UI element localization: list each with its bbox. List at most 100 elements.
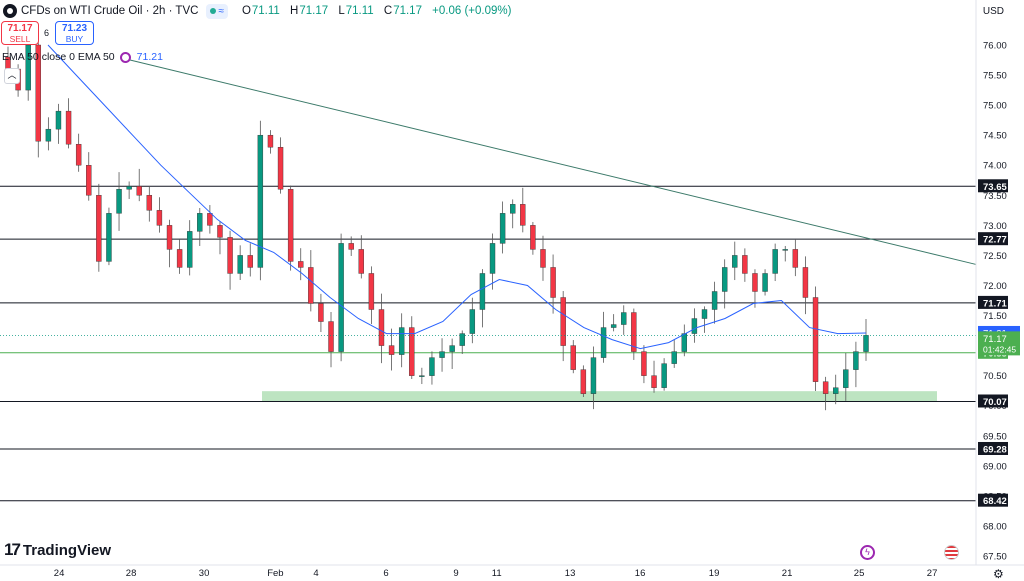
time-tick-label-2: 30 [199, 568, 210, 579]
candle-body-17 [176, 249, 183, 268]
level-label-bg-5 [978, 441, 1008, 455]
close-value: 71.17 [393, 5, 422, 17]
candle-body-70 [711, 291, 718, 310]
high-label: H [290, 5, 299, 17]
candle-body-16 [166, 225, 173, 250]
price-tick-label-4: 69.50 [983, 431, 1007, 442]
currency-label[interactable]: USD [982, 6, 1004, 17]
price-tick-label-14: 74.50 [983, 131, 1007, 142]
candle-body-64 [651, 375, 657, 388]
gear-icon[interactable]: ⚙ [993, 567, 1004, 581]
candle-body-45 [459, 333, 465, 346]
sell-button[interactable]: 71.17 SELL [1, 21, 39, 45]
candle-body-43 [439, 351, 445, 358]
candle-body-22 [227, 237, 233, 274]
candle-body-79 [802, 267, 809, 298]
level-label-0: 73.65 [983, 182, 1007, 193]
change-value: +0.06 (+0.09%) [432, 5, 512, 17]
ema-legend[interactable]: EMA 50 close 0 EMA 50 71.21 [2, 51, 163, 63]
price-tick-label-9: 72.00 [983, 281, 1007, 292]
candle-body-35 [358, 249, 364, 274]
wave-icon: ≈ [218, 5, 224, 17]
candle-body-36 [368, 273, 375, 310]
candle-body-4 [45, 128, 52, 142]
tradingview-mark-icon: 17 [4, 540, 21, 559]
level-label-bg-0 [978, 179, 1008, 193]
buy-label: BUY [65, 34, 84, 44]
price-tick-label-11: 73.00 [983, 221, 1007, 232]
candle-body-41 [419, 375, 425, 377]
candle-body-74 [752, 273, 758, 292]
candle-body-56 [570, 345, 576, 370]
candle-body-38 [388, 345, 395, 355]
candle-body-39 [398, 327, 405, 355]
us-flag-icon[interactable] [944, 545, 959, 560]
time-tick-label-0: 24 [54, 568, 65, 579]
candle-body-29 [298, 261, 304, 268]
high-value: 71.17 [299, 5, 329, 17]
candle-body-65 [661, 363, 667, 388]
collapse-legend-button[interactable]: ︿ [4, 68, 20, 84]
buy-button[interactable]: 71.23 BUY [55, 21, 94, 45]
candle-body-27 [277, 146, 284, 190]
candle-body-32 [328, 321, 334, 352]
level-label-bg-2 [978, 295, 1008, 309]
candle-body-13 [136, 186, 142, 196]
spread-value: 6 [44, 28, 50, 38]
candle-body-14 [146, 195, 153, 211]
candle-body-63 [641, 351, 647, 376]
candle-body-8 [86, 165, 92, 196]
candle-body-11 [116, 189, 122, 214]
candle-body-78 [792, 249, 799, 268]
candle-body-75 [762, 273, 768, 292]
candle-body-30 [308, 267, 314, 304]
symbol-title[interactable]: CFDs on WTI Crude Oil · 2h · TVC [21, 5, 199, 17]
price-tick-label-8: 71.50 [983, 311, 1007, 322]
candle-body-85 [863, 335, 869, 352]
candle-body-84 [853, 351, 859, 370]
time-tick-label-13: 27 [927, 568, 938, 579]
candle-body-83 [843, 369, 849, 388]
candle-body-67 [681, 333, 688, 352]
ohlc-readout: O71.11 H71.17 L71.11 C71.17 +0.06 (+0.09… [242, 5, 519, 17]
time-tick-label-10: 19 [709, 568, 720, 579]
sell-label: SELL [9, 34, 31, 44]
price-tick-label-13: 74.00 [983, 161, 1007, 172]
candle-body-34 [348, 243, 354, 250]
candle-body-7 [75, 143, 82, 166]
candle-body-33 [338, 243, 344, 352]
candle-body-61 [621, 312, 627, 325]
candle-body-66 [671, 351, 677, 364]
ema-line [47, 44, 867, 350]
candle-body-47 [479, 273, 486, 310]
candle-body-51 [520, 204, 526, 226]
candle-body-31 [318, 303, 324, 322]
candle-body-50 [510, 204, 516, 214]
candle-body-59 [600, 327, 607, 358]
market-open-icon [210, 8, 217, 14]
candle-body-69 [701, 309, 708, 319]
market-status-pill[interactable]: ≈ [206, 3, 228, 19]
last-price-label-bg [978, 331, 1020, 356]
trendline [129, 59, 977, 265]
loading-icon [119, 51, 131, 63]
candle-body-25 [257, 134, 264, 268]
candle-body-5 [55, 110, 62, 130]
sell-price: 71.17 [7, 23, 33, 34]
price-tick-label-15: 75.00 [983, 101, 1007, 112]
candle-body-71 [721, 267, 728, 292]
candle-body-23 [237, 255, 243, 274]
close-label: C [383, 5, 393, 17]
bolt-icon[interactable]: ϟ [860, 545, 875, 560]
candle-body-68 [691, 318, 698, 334]
low-value: 71.11 [345, 5, 374, 17]
candle-body-52 [530, 225, 536, 250]
open-value: 71.11 [251, 5, 280, 17]
level-label-bg-4 [978, 394, 1008, 408]
brand-name: TradingView [22, 541, 112, 559]
time-tick-label-8: 13 [565, 568, 576, 579]
candle-body-72 [732, 255, 738, 268]
price-tick-label-17: 76.00 [983, 41, 1007, 52]
level-label-bg-1 [978, 232, 1008, 246]
